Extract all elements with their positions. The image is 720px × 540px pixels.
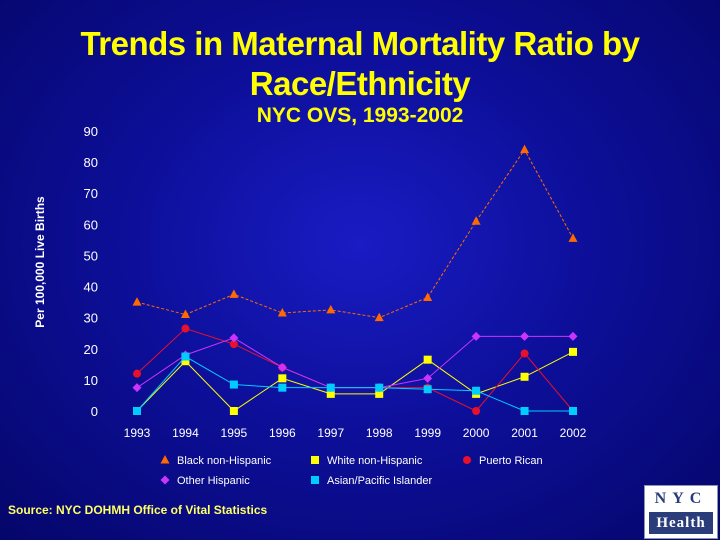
- x-tick-label: 2002: [560, 426, 587, 440]
- series-2: [133, 324, 577, 415]
- data-point: [569, 407, 577, 415]
- data-point: [520, 372, 529, 381]
- x-tick-label: 2001: [511, 426, 538, 440]
- series-line: [136, 335, 573, 389]
- legend-marker: [463, 456, 471, 464]
- series-line: [136, 327, 574, 412]
- plot-series: [132, 144, 578, 415]
- legend: Black non-Hispanic White non-Hispanic Puer…: [160, 455, 543, 487]
- logo-health-text: Health: [649, 512, 713, 534]
- series-0: [132, 144, 578, 322]
- y-tick-label: 40: [84, 280, 98, 295]
- data-point: [133, 407, 141, 415]
- y-tick-label: 80: [84, 155, 98, 170]
- x-tick-label: 1993: [124, 426, 151, 440]
- data-point: [132, 383, 142, 393]
- data-point: [133, 369, 141, 378]
- y-tick-label: 20: [84, 342, 98, 357]
- legend-label: Other Hispanic: [177, 475, 250, 487]
- data-point: [423, 292, 433, 301]
- x-tick-label: 2000: [463, 426, 490, 440]
- data-point: [423, 373, 433, 383]
- data-point: [326, 389, 335, 398]
- data-point: [278, 374, 287, 383]
- data-point: [472, 407, 481, 415]
- x-tick-label: 1994: [172, 426, 199, 440]
- legend-label: Puerto Rican: [479, 455, 543, 467]
- x-axis: 1993 1994 1995 1996 1997 1998 1999 2000 2001 2002: [124, 426, 587, 440]
- series-line: [136, 148, 574, 319]
- series-line: [136, 351, 574, 412]
- data-point: [471, 216, 481, 225]
- data-point: [471, 331, 481, 341]
- y-tick-label: 70: [84, 186, 98, 201]
- data-point: [181, 324, 190, 333]
- data-point: [520, 144, 530, 154]
- legend-label: Black non-Hispanic: [177, 455, 272, 467]
- x-tick-label: 1996: [269, 426, 296, 440]
- y-axis: 0 10 20 30 40 50 60 70 80 90: [84, 124, 98, 419]
- nyc-health-logo: NYC Health: [644, 485, 718, 539]
- data-point: [375, 389, 384, 398]
- legend-marker: [311, 476, 319, 484]
- x-tick-label: 1995: [221, 426, 248, 440]
- data-point: [520, 407, 529, 415]
- logo-nyc-text: NYC: [654, 490, 708, 507]
- data-point: [180, 309, 190, 319]
- data-point: [568, 233, 578, 242]
- data-point: [568, 331, 578, 341]
- y-tick-label: 30: [84, 311, 98, 326]
- data-point: [229, 289, 239, 298]
- source-note: Source: NYC DOHMH Office of Vital Statis…: [8, 503, 268, 517]
- series-line: [136, 355, 573, 412]
- x-tick-label: 1999: [414, 426, 441, 440]
- data-point: [277, 362, 287, 372]
- data-point: [423, 385, 432, 394]
- legend-marker: [160, 455, 170, 464]
- series-4: [133, 352, 577, 415]
- x-tick-label: 1997: [317, 426, 344, 440]
- chart-subtitle: NYC OVS, 1993-2002: [256, 104, 464, 127]
- y-tick-label: 10: [84, 373, 98, 388]
- data-point: [229, 407, 238, 415]
- data-point: [326, 304, 336, 314]
- data-point: [374, 312, 384, 322]
- data-point: [520, 331, 530, 341]
- data-point: [181, 357, 190, 366]
- x-tick-label: 1998: [366, 426, 393, 440]
- data-point: [132, 297, 142, 306]
- data-point: [277, 308, 287, 317]
- y-tick-label: 0: [91, 404, 98, 419]
- data-point: [472, 386, 481, 395]
- legend-label: Asian/Pacific Islander: [327, 475, 432, 487]
- data-point: [375, 383, 384, 392]
- data-point: [229, 333, 239, 343]
- y-axis-label: Per 100,000 Live Births: [33, 196, 47, 328]
- data-point: [520, 349, 529, 358]
- data-point: [569, 347, 577, 356]
- y-tick-label: 90: [84, 124, 98, 139]
- data-point: [326, 383, 335, 392]
- y-tick-label: 50: [84, 248, 98, 263]
- series-3: [132, 331, 578, 393]
- y-tick-label: 60: [84, 217, 98, 232]
- data-point: [278, 383, 287, 392]
- data-point: [181, 352, 190, 361]
- legend-marker: [311, 456, 319, 464]
- chart-title: Trends in Maternal Mortality Ratio by Ra…: [80, 25, 640, 102]
- legend-label: White non-Hispanic: [327, 455, 423, 467]
- data-point: [229, 380, 238, 389]
- data-point: [229, 340, 238, 349]
- data-point: [423, 355, 432, 364]
- legend-marker: [160, 475, 170, 485]
